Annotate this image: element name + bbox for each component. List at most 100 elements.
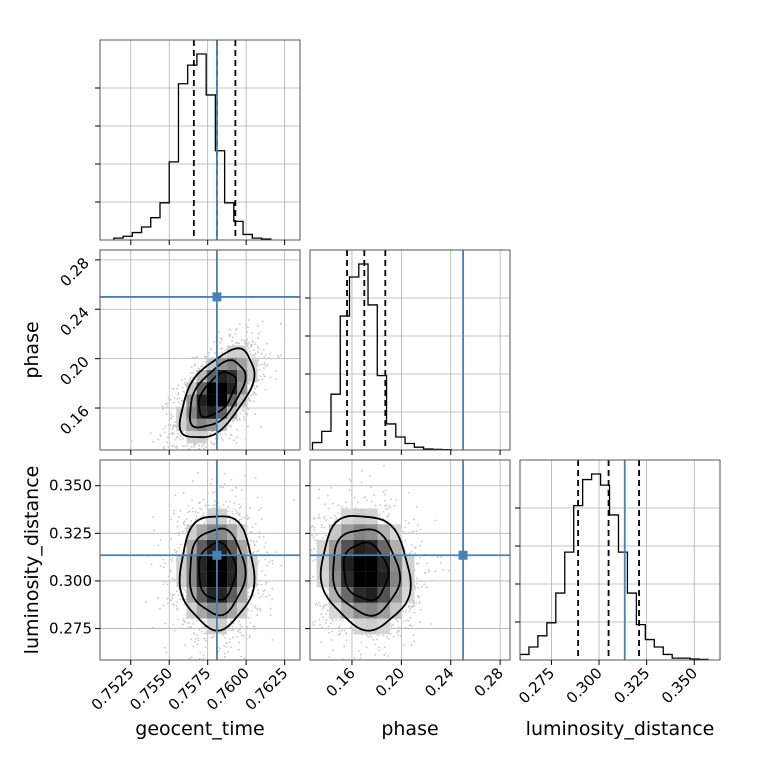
sample-point (244, 340, 247, 343)
sample-point (191, 371, 194, 374)
sample-point (235, 512, 237, 515)
sample-point (410, 544, 413, 546)
sample-point (167, 437, 170, 440)
panel-clip-group (100, 250, 300, 455)
sample-point (223, 472, 226, 475)
sample-point (206, 437, 209, 440)
sample-point (221, 351, 223, 354)
sample-point (200, 445, 203, 448)
sample-point (241, 489, 243, 491)
density-cell (196, 382, 207, 395)
density-cell (186, 524, 197, 540)
sample-point (289, 585, 291, 587)
sample-point (183, 620, 186, 623)
sample-point (268, 356, 270, 359)
panel-clip-group (289, 460, 510, 660)
sample-point (185, 518, 188, 520)
sample-point (219, 432, 222, 435)
sample-point (307, 608, 309, 610)
sample-point (442, 568, 445, 571)
sample-point (263, 546, 266, 548)
sample-point (346, 639, 348, 642)
sample-point (190, 366, 193, 368)
sample-point (201, 451, 203, 453)
sample-point (223, 644, 226, 647)
sample-point (210, 441, 212, 444)
sample-point (163, 646, 166, 649)
sample-point (205, 632, 208, 635)
density-cell (216, 406, 228, 419)
sample-point (203, 357, 205, 360)
sample-point (385, 508, 387, 511)
sample-point (234, 333, 236, 335)
sample-point (199, 651, 202, 654)
sample-point (174, 446, 177, 448)
sample-point (229, 500, 231, 503)
sample-point (228, 437, 231, 440)
density-cell (186, 382, 197, 395)
sample-point (239, 627, 242, 630)
sample-point (203, 522, 206, 524)
sample-point (206, 492, 209, 495)
sample-point (173, 593, 176, 596)
sample-point (179, 435, 182, 437)
sample-point (167, 424, 170, 426)
sample-point (224, 637, 226, 639)
sample-point (387, 638, 390, 640)
sample-point (235, 428, 238, 431)
sample-point (220, 348, 223, 350)
sample-point (339, 618, 342, 621)
hist-clip-group (113, 40, 272, 240)
scatter-panel-phase-luminosity_distance (289, 459, 511, 665)
sample-point (269, 376, 272, 379)
sample-point (247, 396, 250, 399)
sample-point (256, 385, 259, 388)
sample-point (240, 518, 242, 521)
sample-point (264, 558, 267, 561)
sample-point (356, 501, 359, 504)
sample-point (337, 512, 340, 515)
scatter-panel-geocent_time-phase (95, 249, 301, 455)
sample-point (260, 425, 262, 428)
sample-point (297, 602, 299, 604)
sample-point (167, 433, 170, 436)
sample-point (176, 398, 179, 400)
sample-point (167, 531, 170, 534)
sample-point (412, 634, 415, 637)
density-cell (227, 587, 238, 603)
sample-point (412, 627, 415, 630)
sample-point (187, 622, 189, 625)
sample-point (182, 592, 185, 595)
sample-point (262, 535, 265, 538)
hist-clip-group (520, 460, 709, 660)
sample-point (254, 343, 257, 346)
density-cell (196, 587, 207, 603)
sample-point (243, 418, 246, 421)
sample-point (236, 341, 239, 344)
sample-point (197, 639, 200, 642)
sample-point (184, 432, 187, 435)
sample-point (208, 351, 210, 354)
sample-point (398, 630, 401, 632)
sample-point (197, 637, 199, 639)
sample-point (419, 528, 422, 531)
sample-point (177, 453, 179, 455)
sample-point (260, 352, 263, 355)
sample-point (419, 545, 422, 547)
sample-point (165, 402, 168, 405)
sample-point (230, 619, 233, 622)
sample-point (208, 504, 211, 507)
sample-point (202, 365, 204, 368)
sample-point (232, 513, 234, 516)
sample-point (230, 629, 233, 632)
sample-point (246, 518, 249, 521)
scatter-panel-geocent_time-luminosity_distance (95, 459, 301, 665)
sample-point (375, 638, 378, 641)
sample-point (238, 641, 241, 644)
sample-point (314, 539, 317, 542)
sample-point (159, 565, 162, 567)
sample-point (184, 644, 187, 647)
sample-point (153, 529, 155, 532)
sample-point (169, 417, 172, 420)
sample-point (198, 444, 201, 447)
